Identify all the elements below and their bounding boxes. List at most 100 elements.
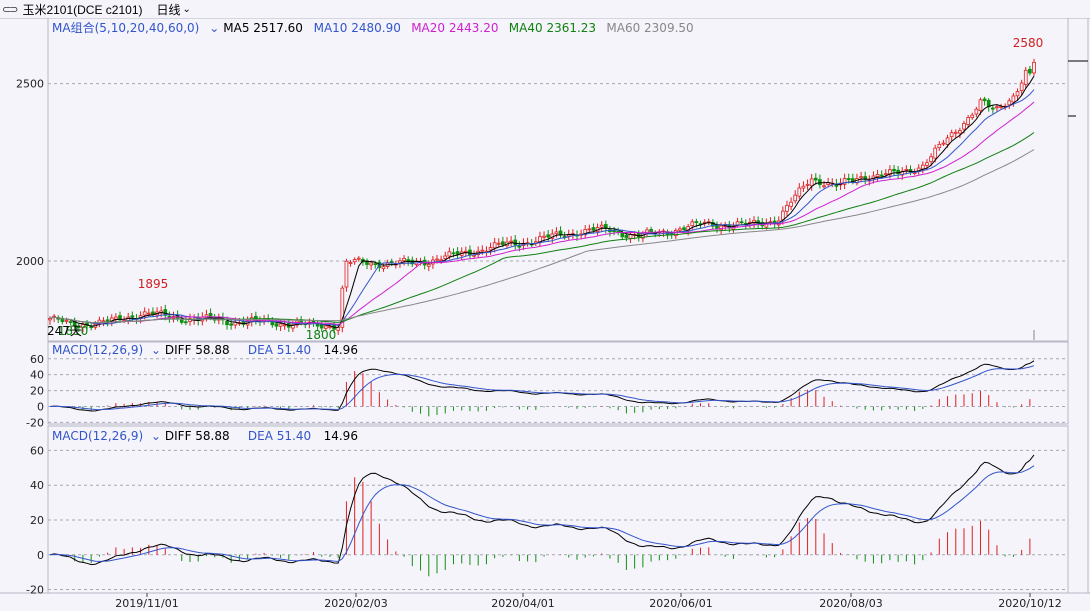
candle-body bbox=[328, 326, 332, 328]
candle-body bbox=[599, 224, 604, 228]
date-tick-label: 2019/11/01 bbox=[115, 597, 178, 610]
candle-body bbox=[291, 324, 295, 329]
candle-body bbox=[278, 323, 283, 327]
high-price-label: 2580 bbox=[1013, 36, 1044, 50]
macd2-diff-line bbox=[49, 454, 1035, 566]
candle-body bbox=[781, 210, 785, 221]
chevron-down-icon: ⌄ bbox=[182, 3, 191, 15]
macd2-dea-line bbox=[49, 465, 1035, 563]
candle-body bbox=[941, 142, 946, 145]
candle-body bbox=[793, 194, 798, 202]
candle-body bbox=[875, 174, 880, 178]
candle-body bbox=[879, 174, 884, 177]
candle-body bbox=[426, 263, 431, 267]
candle-body bbox=[929, 156, 933, 162]
candle-body bbox=[813, 177, 818, 181]
candle-body bbox=[678, 228, 682, 231]
candle-body bbox=[789, 201, 793, 207]
days-count-label: 247天 bbox=[47, 324, 82, 338]
candle-body bbox=[752, 220, 756, 224]
macd2-tick-label: 20 bbox=[30, 514, 44, 527]
candle-body bbox=[64, 319, 69, 322]
candle-body bbox=[739, 221, 744, 224]
candle-body bbox=[859, 176, 863, 179]
candle-body bbox=[373, 263, 378, 266]
candle-body bbox=[130, 315, 135, 318]
title-bar: ⊂⊃ 玉米2101(DCE c2101) 日线 ⌄ bbox=[0, 0, 1090, 19]
macd1-tick-label: 0 bbox=[37, 401, 44, 414]
candle-body bbox=[146, 312, 151, 315]
candle-body bbox=[274, 323, 279, 327]
ma20-line bbox=[49, 101, 1035, 325]
candle-body bbox=[921, 164, 925, 170]
candle-body bbox=[488, 247, 493, 251]
candle-body bbox=[352, 259, 357, 263]
candle-body bbox=[81, 324, 85, 328]
candle-body bbox=[649, 229, 653, 232]
candle-body bbox=[447, 251, 452, 257]
candle-body bbox=[970, 114, 975, 119]
candle-body bbox=[517, 245, 522, 248]
candle-body bbox=[962, 123, 966, 130]
chevron-down-icon: ⌄ bbox=[151, 429, 161, 443]
candle-body bbox=[369, 262, 373, 266]
candle-body bbox=[1015, 91, 1020, 97]
candle-body bbox=[1007, 100, 1012, 106]
link-icon[interactable]: ⊂⊃ bbox=[2, 2, 19, 16]
candle-body bbox=[492, 242, 497, 249]
chevron-down-icon: ⌄ bbox=[209, 21, 219, 35]
candle-body bbox=[443, 255, 448, 260]
candle-body bbox=[645, 229, 649, 234]
candle-body bbox=[1011, 95, 1016, 103]
candle-body bbox=[925, 162, 929, 166]
macd1-tick-label: -20 bbox=[26, 416, 44, 429]
candle-body bbox=[184, 321, 188, 324]
candle-body bbox=[435, 258, 439, 261]
macd2-tick-label: 40 bbox=[30, 479, 44, 492]
candle-body bbox=[883, 173, 888, 176]
candle-body bbox=[142, 311, 147, 316]
candle-body bbox=[587, 228, 592, 231]
macd2-legend-value: DIFF 58.88 bbox=[165, 429, 230, 443]
candle-body bbox=[501, 241, 505, 246]
candle-body bbox=[896, 169, 900, 174]
price-tick-label: 2500 bbox=[16, 78, 44, 91]
candle-body bbox=[439, 259, 443, 262]
candle-body bbox=[801, 185, 806, 189]
main-panel bbox=[47, 18, 1069, 342]
macd2-tick-label: -20 bbox=[26, 584, 44, 597]
macd1-tick-label: 20 bbox=[30, 385, 44, 398]
candle-body bbox=[365, 260, 369, 265]
candle-body bbox=[953, 131, 958, 134]
candle-body bbox=[60, 317, 65, 322]
candle-body bbox=[620, 232, 625, 238]
candle-body bbox=[68, 321, 73, 323]
main-legend-label: MA组合(5,10,20,40,60,0) bbox=[52, 20, 199, 35]
main-legend-value: MA5 2517.60 bbox=[223, 21, 303, 35]
candle-body bbox=[282, 324, 287, 327]
candle-body bbox=[179, 319, 184, 323]
macd2-legend-label: MACD(12,26,9) bbox=[52, 429, 143, 443]
macd-panel-1 bbox=[47, 341, 1069, 425]
candle-body bbox=[846, 178, 851, 180]
candle-body bbox=[945, 137, 950, 145]
macd2-legend-value: 14.96 bbox=[324, 429, 358, 443]
candle-body bbox=[509, 240, 513, 243]
macd1-legend-label: MACD(12,26,9) bbox=[52, 343, 143, 357]
candle-body bbox=[389, 261, 394, 264]
candle-body bbox=[682, 227, 686, 231]
candle-body bbox=[324, 325, 328, 329]
candle-body bbox=[344, 260, 349, 288]
candle-body bbox=[797, 187, 802, 197]
candle-body bbox=[554, 231, 559, 235]
candle-body bbox=[48, 318, 52, 321]
macd1-tick-label: 40 bbox=[30, 369, 44, 382]
candle-body bbox=[496, 242, 501, 245]
period-selector[interactable]: 日线 ⌄ bbox=[157, 1, 191, 18]
macd-panel-2 bbox=[47, 425, 1069, 594]
candle-body bbox=[1023, 69, 1028, 85]
macd1-dea-line bbox=[49, 365, 1035, 411]
candle-body bbox=[982, 98, 987, 102]
macd1-legend-value: 14.96 bbox=[324, 343, 358, 357]
